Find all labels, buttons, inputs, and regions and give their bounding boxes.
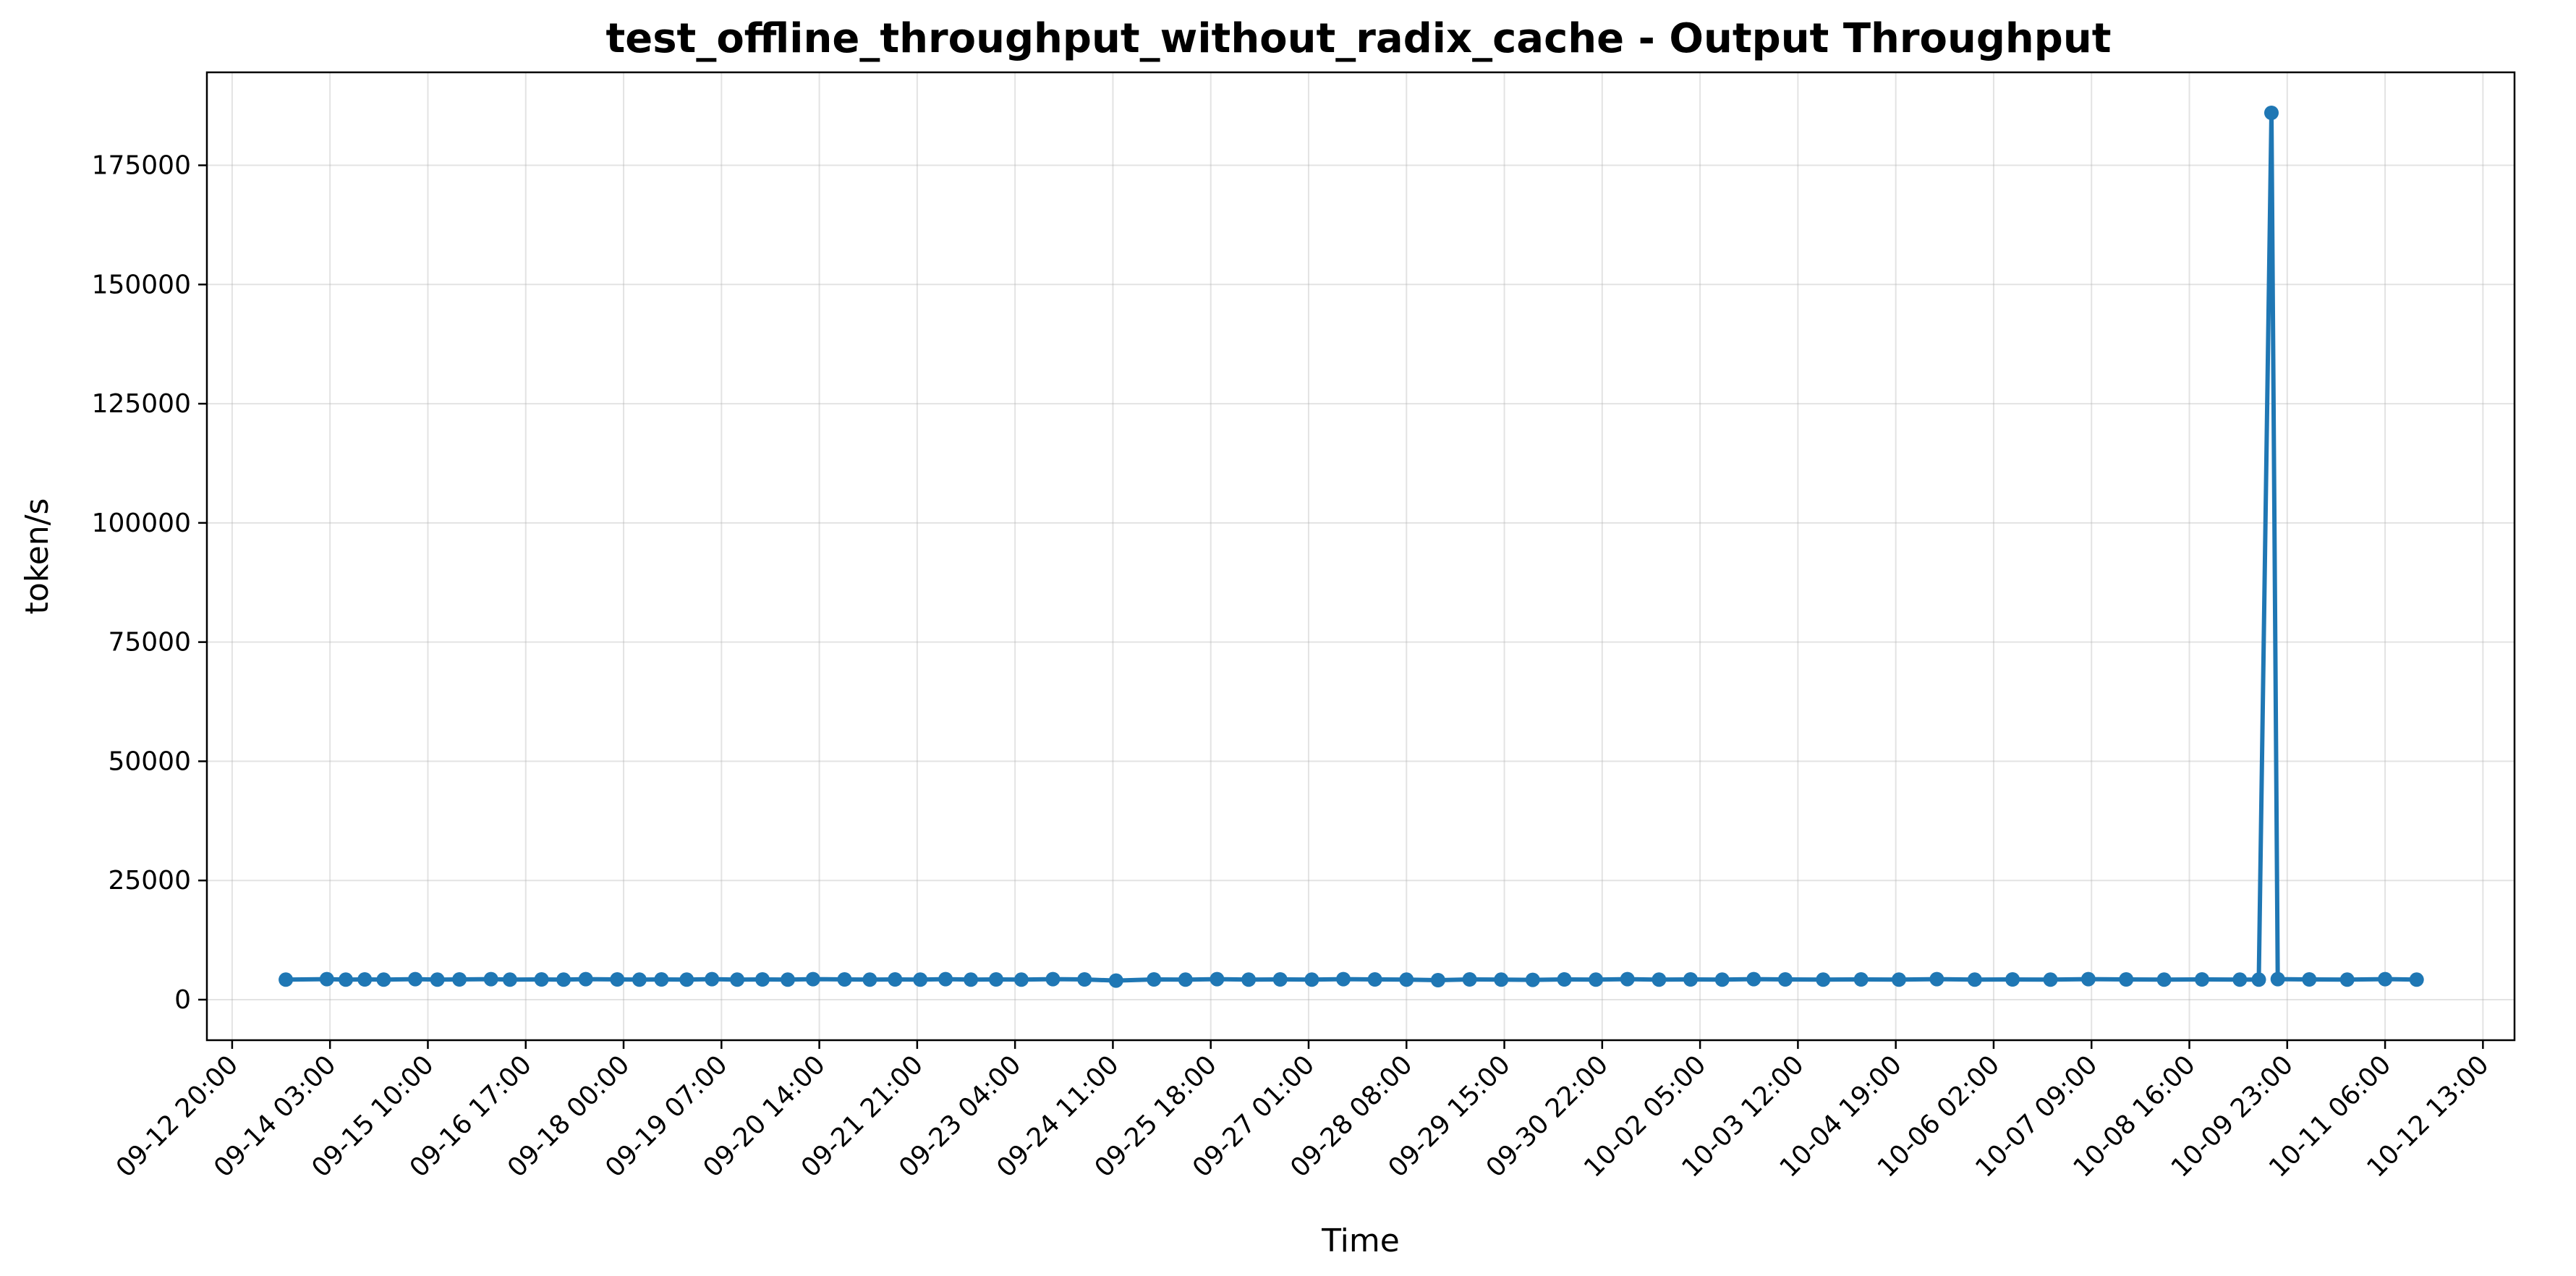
data-point xyxy=(1399,972,1414,987)
y-tick-label: 0 xyxy=(174,985,191,1015)
data-point xyxy=(1589,972,1604,987)
data-point xyxy=(2302,972,2317,987)
data-point xyxy=(2156,972,2172,987)
data-point xyxy=(339,972,353,987)
data-point xyxy=(1367,972,1382,987)
data-point xyxy=(430,972,445,987)
data-point xyxy=(705,971,720,987)
data-point xyxy=(1013,972,1029,987)
data-point xyxy=(913,972,928,987)
data-point xyxy=(2378,971,2393,987)
data-point xyxy=(654,972,669,987)
data-point xyxy=(1241,972,1257,987)
data-point xyxy=(376,972,391,987)
data-point xyxy=(1430,973,1445,987)
data-point xyxy=(679,972,694,987)
data-point xyxy=(755,972,770,987)
data-point xyxy=(805,971,820,987)
data-point xyxy=(1892,972,1906,987)
data-point xyxy=(1652,972,1667,987)
data-point xyxy=(2005,972,2020,987)
data-point xyxy=(2264,106,2279,120)
data-point xyxy=(357,972,373,987)
data-point xyxy=(989,972,1003,987)
data-point xyxy=(1525,972,1540,987)
data-point xyxy=(1746,971,1761,987)
data-point xyxy=(781,972,795,987)
data-point xyxy=(862,972,877,987)
data-point xyxy=(2080,971,2096,987)
data-point xyxy=(319,971,334,987)
x-axis-title: Time xyxy=(1321,1222,1400,1259)
data-point xyxy=(452,972,467,987)
data-point xyxy=(2339,972,2355,987)
y-axis-title: token/s xyxy=(19,498,56,615)
data-point xyxy=(578,971,593,987)
y-tick-label: 25000 xyxy=(108,866,191,896)
grid-lines xyxy=(207,72,2515,1040)
data-point xyxy=(1494,972,1509,987)
data-point xyxy=(1077,972,1092,987)
y-axis-ticks: 0 25000 50000 75000 100000 125000 150000 175000 xyxy=(92,151,207,1015)
data-point xyxy=(1929,971,1944,987)
y-tick-label: 75000 xyxy=(108,628,191,658)
data-point xyxy=(2251,972,2266,987)
data-point xyxy=(534,972,549,987)
data-point xyxy=(938,971,953,987)
data-point xyxy=(1045,971,1060,987)
data-point xyxy=(632,972,647,987)
series-layer xyxy=(279,106,2424,988)
data-point xyxy=(2195,972,2209,987)
data-point xyxy=(2270,971,2285,987)
data-point xyxy=(1620,971,1635,987)
data-point xyxy=(1777,972,1793,987)
data-point xyxy=(1178,972,1193,987)
data-point xyxy=(610,972,625,987)
data-point xyxy=(1147,972,1162,987)
y-tick-label: 125000 xyxy=(92,389,191,419)
y-tick-label: 175000 xyxy=(92,151,191,181)
data-point xyxy=(1967,972,1982,987)
data-point xyxy=(1714,972,1730,987)
data-point xyxy=(888,972,903,987)
data-point xyxy=(556,972,571,987)
chart-title: test_offline_throughput_without_radix_ca… xyxy=(605,15,2111,62)
data-point xyxy=(2119,972,2134,987)
data-point xyxy=(1272,972,1288,987)
data-point xyxy=(1853,972,1869,987)
data-point xyxy=(1336,971,1351,987)
data-point xyxy=(2409,972,2424,987)
data-point xyxy=(730,972,745,987)
data-point xyxy=(2232,972,2248,987)
data-point xyxy=(279,972,294,987)
data-point xyxy=(408,971,422,987)
data-point xyxy=(964,972,979,987)
data-point xyxy=(1210,971,1225,987)
data-point xyxy=(1816,972,1831,987)
y-tick-label: 100000 xyxy=(92,509,191,538)
data-point xyxy=(2043,972,2058,987)
plot-area-frame xyxy=(205,71,2516,1042)
data-point xyxy=(1108,973,1123,988)
y-tick-label: 150000 xyxy=(92,270,191,299)
data-point xyxy=(837,972,852,987)
data-point xyxy=(1683,972,1698,987)
data-point xyxy=(502,972,517,987)
data-point xyxy=(483,971,498,987)
y-tick-label: 50000 xyxy=(108,747,191,776)
data-point xyxy=(1462,972,1477,987)
data-point xyxy=(1557,972,1572,987)
data-point xyxy=(1304,972,1319,987)
